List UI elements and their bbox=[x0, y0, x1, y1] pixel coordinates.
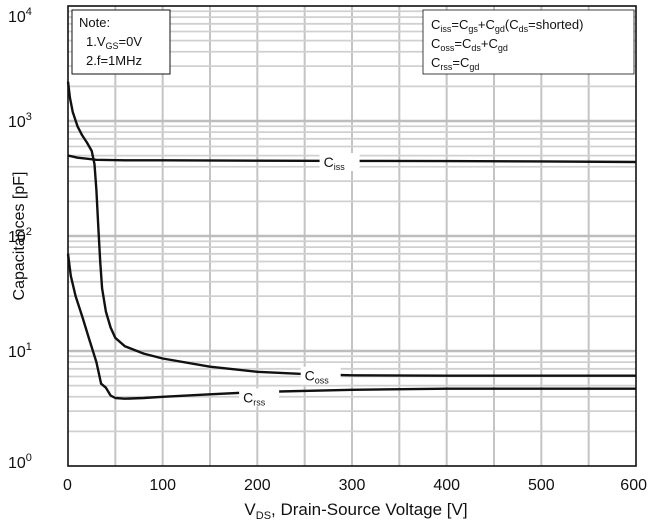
series-line-coss bbox=[66, 81, 636, 377]
y-tick-label: 100 bbox=[8, 452, 32, 472]
x-tick-label: 100 bbox=[149, 477, 176, 494]
x-axis-label: VDS, Drain-Source Voltage [V] bbox=[244, 500, 467, 522]
legend-box-frame bbox=[422, 9, 635, 75]
legend-formula: Ciss=Cgs+Cgd(Cds=shorted) bbox=[431, 17, 583, 34]
legend-formula: Crss=Cgd bbox=[431, 55, 479, 72]
note-title: Note: bbox=[79, 15, 110, 30]
legend-formula: Coss=Cds+Cgd bbox=[431, 36, 508, 53]
legend-lines: Ciss=Cgs+Cgd(Cds=shorted) Coss=Cds+Cgd Crs… bbox=[431, 17, 583, 72]
x-tick-label: 400 bbox=[433, 477, 460, 494]
series-label-coss: Coss bbox=[305, 368, 330, 386]
note-box-frame bbox=[71, 9, 171, 75]
plot-frame bbox=[67, 5, 637, 467]
x-tick-label: 600 bbox=[620, 477, 647, 494]
series-label-bg bbox=[300, 366, 341, 385]
y-tick-label: 102 bbox=[8, 226, 32, 246]
series-label-ciss: Ciss bbox=[324, 154, 346, 172]
y-tick-label: 101 bbox=[8, 341, 32, 361]
note-box: Note: 1.VGS=0V 2.f=1MHz bbox=[71, 9, 171, 75]
grid bbox=[68, 6, 636, 466]
x-tick-label: 500 bbox=[528, 477, 555, 494]
note-line-2: 2.f=1MHz bbox=[86, 53, 142, 68]
legend-box: Ciss=Cgs+Cgd(Cds=shorted) Coss=Cds+Cgd Crs… bbox=[422, 9, 635, 75]
x-tick-label: 0 bbox=[63, 477, 72, 494]
series-layer: Ciss Coss Crss bbox=[66, 81, 637, 407]
x-tick-labels: 0 100 200 300 400 500 600 bbox=[63, 477, 647, 494]
series-label-bg bbox=[319, 153, 360, 172]
y-tick-labels: 100 101 102 103 104 bbox=[8, 6, 32, 472]
y-axis-label: Capacitances [pF] bbox=[11, 172, 28, 301]
series-line-ciss bbox=[67, 154, 637, 164]
note-line-1: 1.VGS=0V bbox=[86, 34, 142, 51]
y-tick-label: 104 bbox=[8, 6, 32, 26]
x-tick-label: 200 bbox=[244, 477, 271, 494]
series-label-crss: Crss bbox=[243, 389, 266, 407]
series-label-bg bbox=[239, 388, 280, 407]
x-tick-label: 300 bbox=[339, 477, 366, 494]
y-tick-label: 103 bbox=[8, 111, 32, 131]
